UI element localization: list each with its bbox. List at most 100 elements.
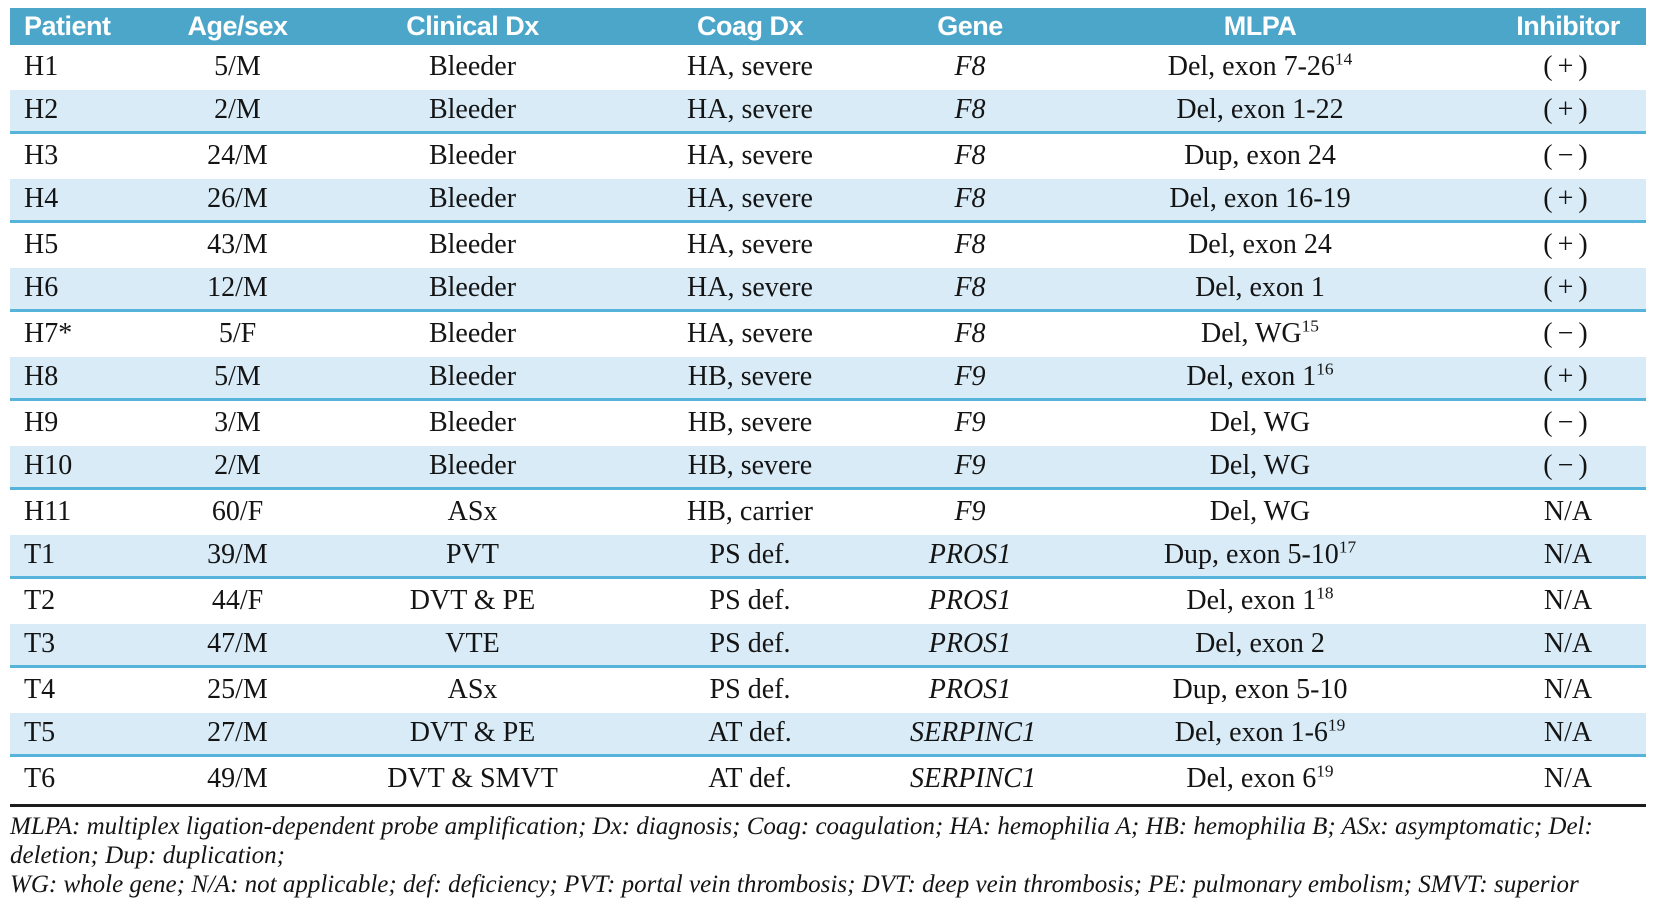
column-header-age-sex: Age/sex [187, 11, 288, 41]
cell-inhibitor: (−) [1543, 318, 1593, 350]
cell-patient: H4 [24, 183, 59, 215]
cell-gene: SERPINC1 [910, 717, 1036, 749]
cell-inhibitor: N/A [1543, 628, 1593, 660]
mlpa-reference-superscript: 19 [1316, 761, 1334, 781]
cell-mlpa: Del, exon 1-619 [1174, 715, 1346, 749]
cell-patient: T1 [24, 539, 56, 571]
cell-coag-dx: PS def. [709, 628, 791, 660]
mlpa-reference-superscript: 18 [1316, 583, 1334, 603]
cell-clinical-dx: Bleeder [428, 450, 517, 482]
cell-mlpa: Del, WG [1209, 496, 1311, 528]
table-row: T4 25/M ASx PS def. PROS1 Dup, exon 5-10 N/A [10, 668, 1646, 713]
table-bottom-rule [10, 803, 1646, 807]
cell-patient: H10 [24, 450, 73, 482]
cell-clinical-dx: Bleeder [428, 51, 517, 83]
cell-inhibitor: N/A [1543, 717, 1593, 749]
cell-inhibitor: (−) [1543, 140, 1593, 172]
cell-clinical-dx: Bleeder [428, 361, 517, 393]
cell-age-sex: 5/F [218, 318, 257, 350]
column-header-mlpa: MLPA [1223, 11, 1297, 41]
patient-mutation-table: Patient Age/sex Clinical Dx Coag Dx Gene… [10, 8, 1646, 902]
cell-mlpa: Del, exon 24 [1188, 229, 1332, 261]
cell-age-sex: 2/M [214, 94, 261, 126]
cell-coag-dx: HA, severe [687, 51, 813, 83]
table-body: H1 5/M Bleeder HA, severe F8 Del, exon 7-2614… [10, 45, 1646, 802]
cell-patient: H3 [24, 140, 59, 172]
cell-mlpa: Del, exon 2 [1195, 628, 1325, 660]
cell-coag-dx: HB, carrier [687, 496, 813, 528]
cell-mlpa: Del, WG15 [1201, 316, 1319, 350]
cell-age-sex: 25/M [207, 674, 268, 706]
cell-patient: H8 [24, 361, 59, 393]
cell-gene: PROS1 [928, 674, 1012, 706]
cell-age-sex: 27/M [207, 717, 268, 749]
cell-gene: F9 [954, 450, 986, 482]
cell-coag-dx: PS def. [709, 674, 791, 706]
cell-coag-dx: HA, severe [687, 229, 813, 261]
table-row: H1 5/M Bleeder HA, severe F8 Del, exon 7-2614… [10, 45, 1646, 90]
table-row: T3 47/M VTE PS def. PROS1 Del, exon 2 N/A [10, 623, 1646, 668]
cell-inhibitor: (+) [1543, 229, 1593, 261]
cell-mlpa: Dup, exon 5-1017 [1163, 537, 1357, 571]
cell-clinical-dx: VTE [445, 628, 500, 660]
cell-coag-dx: AT def. [708, 763, 792, 795]
cell-patient: T3 [24, 628, 56, 660]
cell-age-sex: 24/M [207, 140, 268, 172]
table-row: H10 2/M Bleeder HB, severe F9 Del, WG (−) [10, 445, 1646, 490]
table-row: H7* 5/F Bleeder HA, severe F8 Del, WG15 (−) [10, 312, 1646, 357]
cell-inhibitor: (+) [1543, 272, 1593, 304]
cell-patient: T6 [24, 763, 56, 795]
table-row: T6 49/M DVT & SMVT AT def. SERPINC1 Del, exon… [10, 757, 1646, 802]
cell-coag-dx: HA, severe [687, 272, 813, 304]
cell-patient: H11 [24, 496, 72, 528]
cell-inhibitor: (+) [1543, 361, 1593, 393]
cell-clinical-dx: Bleeder [428, 183, 517, 215]
cell-mlpa: Del, exon 16-19 [1169, 183, 1351, 215]
cell-age-sex: 5/M [214, 361, 261, 393]
cell-clinical-dx: Bleeder [428, 407, 517, 439]
cell-clinical-dx: Bleeder [428, 229, 517, 261]
table-footnotes: MLPA: multiplex ligation-dependent probe… [10, 812, 1646, 902]
cell-patient: T4 [24, 674, 56, 706]
cell-gene: PROS1 [928, 539, 1012, 571]
cell-mlpa: Del, WG [1209, 407, 1311, 439]
cell-inhibitor: N/A [1543, 539, 1593, 571]
cell-gene: F8 [954, 318, 986, 350]
table-row: H5 43/M Bleeder HA, severe F8 Del, exon 24 (+) [10, 223, 1646, 268]
cell-inhibitor: N/A [1543, 674, 1593, 706]
cell-gene: F8 [954, 94, 986, 126]
cell-age-sex: 2/M [214, 450, 261, 482]
cell-patient: H6 [24, 272, 59, 304]
table-row: H8 5/M Bleeder HB, severe F9 Del, exon 116 (+) [10, 356, 1646, 401]
cell-mlpa: Del, exon 7-2614 [1167, 49, 1353, 83]
column-header-coag-dx: Coag Dx [696, 11, 804, 41]
cell-age-sex: 39/M [207, 539, 268, 571]
cell-mlpa: Dup, exon 24 [1184, 140, 1336, 172]
cell-coag-dx: PS def. [709, 539, 791, 571]
cell-age-sex: 49/M [207, 763, 268, 795]
cell-mlpa: Del, exon 619 [1186, 761, 1334, 795]
table-row: T2 44/F DVT & PE PS def. PROS1 Del, exon 118 N… [10, 579, 1646, 624]
cell-gene: SERPINC1 [910, 763, 1036, 795]
cell-clinical-dx: DVT & PE [409, 717, 536, 749]
cell-mlpa: Del, WG [1209, 450, 1311, 482]
mlpa-reference-superscript: 14 [1334, 49, 1353, 69]
cell-inhibitor: N/A [1543, 496, 1593, 528]
cell-gene: F8 [954, 51, 986, 83]
mlpa-reference-superscript: 16 [1316, 359, 1334, 379]
table-row: H3 24/M Bleeder HA, severe F8 Dup, exon 24 (−) [10, 134, 1646, 179]
cell-age-sex: 47/M [207, 628, 268, 660]
cell-clinical-dx: Bleeder [428, 272, 517, 304]
cell-age-sex: 43/M [207, 229, 268, 261]
cell-gene: F9 [954, 407, 986, 439]
cell-patient: H7* [24, 318, 73, 350]
cell-mlpa: Del, exon 1 [1195, 272, 1325, 304]
cell-mlpa: Del, exon 118 [1186, 583, 1334, 617]
cell-clinical-dx: Bleeder [428, 140, 517, 172]
cell-patient: H2 [24, 94, 59, 126]
cell-inhibitor: (+) [1543, 51, 1593, 83]
cell-coag-dx: PS def. [709, 585, 791, 617]
cell-clinical-dx: ASx [447, 674, 498, 706]
column-header-patient: Patient [24, 11, 111, 41]
